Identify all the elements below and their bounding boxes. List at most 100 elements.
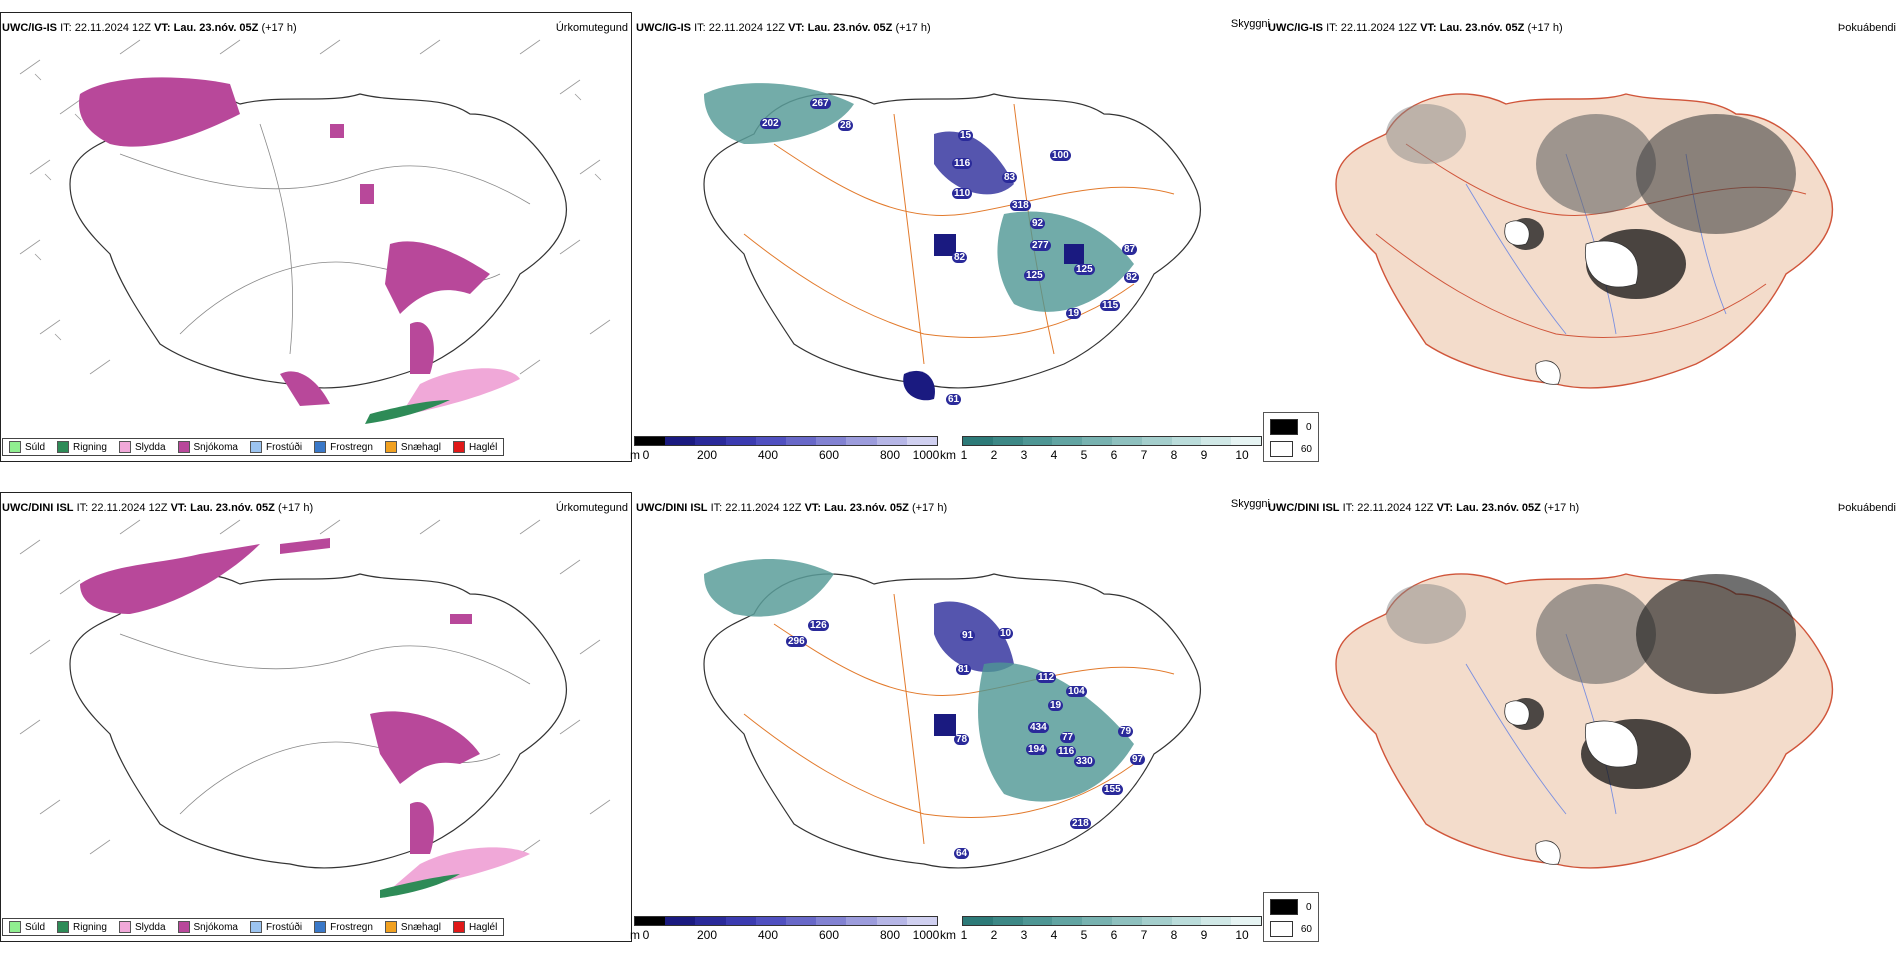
valid-time: Lau. 23.nóv. 05Z — [1456, 502, 1541, 514]
km-colorbar: km 1 2 3 4 5 6 7 8 9 10 — [940, 436, 1262, 470]
model-name: UWC/DINI ISL — [2, 502, 74, 514]
colorbar-bin — [725, 917, 756, 925]
init-time: 22.11.2024 12Z — [91, 502, 168, 514]
colorbar-bin — [1231, 437, 1261, 445]
legend-label: Snjókoma — [193, 441, 238, 453]
station-value-label: 318 — [1010, 200, 1031, 211]
precip-type-title: Úrkomutegund — [555, 502, 628, 514]
colorbar-bin — [992, 437, 1023, 445]
height-colorbar-strip — [634, 436, 938, 446]
km-unit: km — [940, 448, 956, 462]
fog-title: Þokuábendi — [1837, 502, 1896, 514]
glaciers — [1504, 220, 1639, 385]
km-colorbar-strip — [962, 436, 1262, 446]
station-value-label: 97 — [1130, 754, 1146, 765]
fog-legend-label: 0 — [1306, 421, 1312, 433]
lead-time: (+17 h) — [277, 502, 314, 514]
legend-swatch — [249, 921, 262, 933]
fog-legend-item: 60 — [1270, 921, 1312, 937]
init-time: 22.11.2024 12Z — [74, 22, 151, 34]
rain-area — [380, 874, 460, 898]
colorbar-bin — [1201, 917, 1232, 925]
it-label: IT: — [1326, 22, 1338, 34]
panel-title: UWC/IG-IS IT: 22.11.2024 12Z VT: Lau. 23… — [1268, 22, 1563, 34]
legend-label: Frostúði — [265, 441, 303, 453]
visibility-title: Skyggni — [1230, 498, 1270, 510]
tick-label: 10 — [1235, 448, 1249, 462]
visibility-map — [703, 83, 1202, 401]
lead-time: (+17 h) — [261, 22, 297, 34]
colorbar-bin — [992, 917, 1023, 925]
station-value-label: 79 — [1118, 726, 1134, 737]
tick-label: 0 — [642, 928, 650, 942]
colorbar-bin — [876, 917, 907, 925]
tick-label: 0 — [642, 448, 650, 462]
legend-swatch — [384, 921, 397, 933]
tick-label: 1000 — [912, 928, 940, 942]
colorbar-bin — [1141, 437, 1172, 445]
legend-swatch — [57, 921, 70, 933]
init-time: 22.11.2024 12Z — [1340, 22, 1417, 34]
model-name: UWC/IG-IS — [2, 22, 57, 34]
tick-label: 2 — [990, 928, 998, 942]
colorbar-bin — [963, 917, 993, 925]
valid-time: Lau. 23.nóv. 05Z — [824, 502, 909, 514]
colorbar-bin — [1171, 917, 1202, 925]
height-unit: m — [630, 448, 640, 462]
fog-panel: UWC/DINI ISL IT: 22.11.2024 12Z VT: Lau.… — [1266, 492, 1900, 952]
vt-label: VT: — [170, 502, 188, 514]
tick-label: 5 — [1080, 928, 1088, 942]
tick-label: 8 — [1170, 928, 1178, 942]
legend-item: Slydda — [113, 919, 172, 935]
colorbar-bin — [786, 917, 817, 925]
colorbar-bin — [963, 437, 993, 445]
station-value-label: 202 — [760, 118, 781, 129]
colorbar-bin — [1141, 917, 1172, 925]
init-time: 22.11.2024 12Z — [725, 502, 802, 514]
legend-label: Súld — [25, 441, 46, 453]
station-value-label: 267 — [810, 98, 831, 109]
tick-label: 4 — [1050, 448, 1058, 462]
tick-label: 10 — [1235, 928, 1249, 942]
vt-label: VT: — [1436, 502, 1454, 514]
tick-label: 400 — [757, 448, 779, 462]
panel-frame — [0, 12, 632, 462]
station-value-label: 15 — [958, 130, 974, 141]
panel-title: UWC/IG-IS IT: 22.11.2024 12Z VT: Lau. 23… — [636, 22, 931, 34]
model-name: UWC/IG-IS — [1268, 22, 1323, 34]
snow-areas — [80, 538, 480, 854]
station-value-label: 19 — [1048, 700, 1064, 711]
height-colorbar: m 0 200 400 600 800 1000 — [630, 916, 940, 950]
tick-label: 4 — [1050, 928, 1058, 942]
colorbar-bin — [1082, 917, 1112, 925]
tick-label: 5 — [1080, 448, 1088, 462]
colorbar-bin — [755, 437, 787, 445]
legend-swatch — [314, 921, 327, 933]
legend-swatch — [118, 441, 131, 453]
tick-label: 1 — [960, 928, 968, 942]
colorbar-bin — [816, 917, 847, 925]
height-colorbar-strip — [634, 916, 938, 926]
tick-label: 400 — [757, 928, 779, 942]
legend-swatch — [177, 441, 190, 453]
tick-label: 200 — [696, 928, 718, 942]
tick-label: 9 — [1200, 448, 1208, 462]
station-value-label: 81 — [956, 664, 972, 675]
legend-item: Haglél — [447, 919, 503, 935]
it-label: IT: — [1342, 502, 1355, 514]
colorbar-bin — [665, 917, 696, 925]
colorbar-bin — [1171, 437, 1202, 445]
vt-label: VT: — [154, 22, 171, 34]
legend-item: Snæhagl — [379, 919, 447, 935]
lead-time: (+17 h) — [895, 22, 931, 34]
it-label: IT: — [76, 502, 89, 514]
station-value-label: 78 — [954, 734, 970, 745]
legend-label: Súld — [25, 921, 46, 933]
station-value-label: 125 — [1074, 264, 1095, 275]
legend-item: Súld — [3, 919, 51, 935]
tick-label: 6 — [1110, 448, 1118, 462]
tick-label: 1000 — [912, 448, 940, 462]
tick-label: 7 — [1140, 928, 1148, 942]
station-value-label: 277 — [1030, 240, 1051, 251]
vt-label: VT: — [804, 502, 822, 514]
